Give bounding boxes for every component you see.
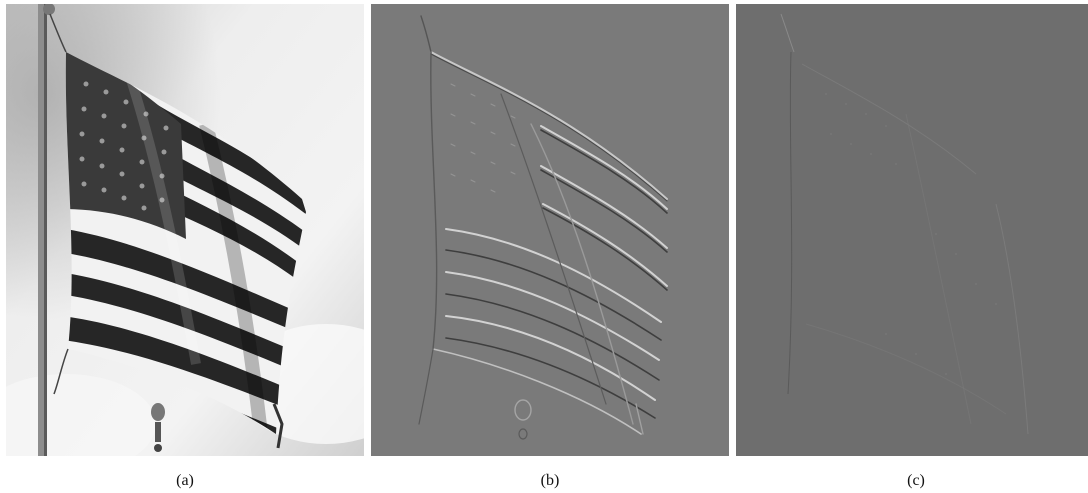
panel-b-emboss-edges [371, 4, 729, 456]
panel-a-flag-photo [6, 4, 364, 456]
panel-c-residual [736, 4, 1088, 456]
caption-b: (b) [540, 472, 560, 489]
caption-a: (a) [176, 472, 194, 489]
pole-ornament [151, 403, 165, 421]
residual-image [736, 4, 1088, 456]
flagpole [38, 4, 47, 456]
caption-c: (c) [907, 472, 925, 489]
emboss-image [371, 4, 729, 456]
flag-photo [6, 4, 364, 456]
flag-canton [65, 52, 186, 239]
